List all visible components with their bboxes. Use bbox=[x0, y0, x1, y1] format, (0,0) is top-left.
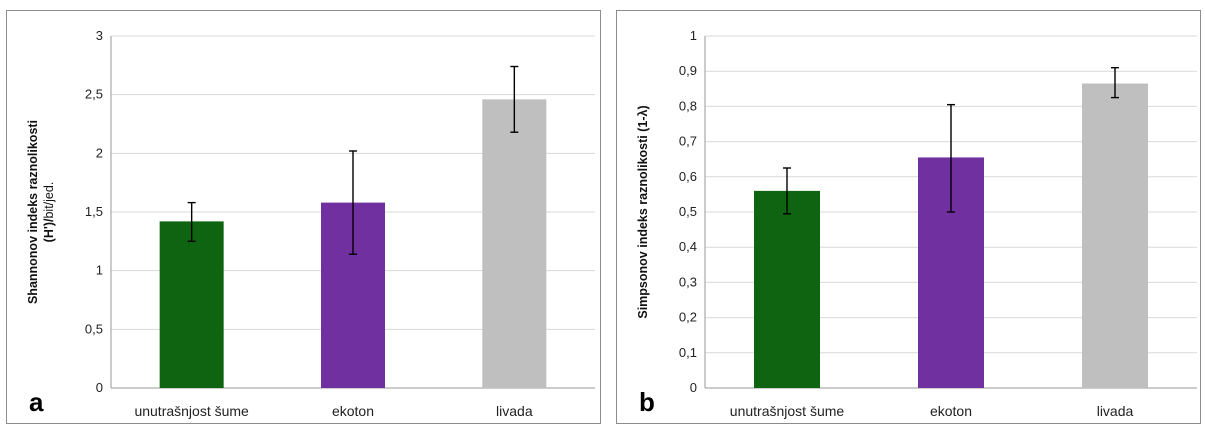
y-tick-label: 0,7 bbox=[679, 134, 697, 149]
error-bar bbox=[187, 201, 196, 243]
y-tick-label: 0,5 bbox=[85, 321, 103, 336]
y-tick-label: 0,8 bbox=[679, 98, 697, 113]
error-bar bbox=[510, 65, 519, 133]
y-axis-title-line2: (H')/bit/jed. bbox=[42, 182, 56, 243]
y-axis-title-line1: Shannonov indeks raznolikosti bbox=[26, 120, 40, 304]
error-bar bbox=[947, 103, 955, 213]
y-tick-label: 0,6 bbox=[679, 169, 697, 184]
y-tick-label: 0,1 bbox=[679, 345, 697, 360]
y-tick-label: 1 bbox=[690, 28, 697, 43]
category-label: unutrašnjost šume bbox=[134, 403, 249, 419]
y-tick-label: 2 bbox=[96, 145, 103, 160]
panel-letter: a bbox=[29, 387, 44, 417]
y-tick-label: 0,3 bbox=[679, 274, 697, 289]
y-tick-label: 0 bbox=[690, 380, 697, 395]
category-label: livada bbox=[1097, 403, 1134, 419]
panel-letter: b bbox=[639, 387, 655, 417]
category-label: ekoton bbox=[332, 403, 374, 419]
y-tick-label: 0 bbox=[96, 380, 103, 395]
y-tick-label: 0,5 bbox=[679, 204, 697, 219]
bar bbox=[159, 221, 224, 388]
category-label: unutrašnjost šume bbox=[730, 403, 845, 419]
shannon-chart: 0 0,5 1 1,5 2 2,5 3 unutrašnjost šume ekoton liva… bbox=[26, 28, 595, 419]
error-bar bbox=[349, 150, 357, 255]
category-label: ekoton bbox=[930, 403, 972, 419]
y-tick-label: 0,9 bbox=[679, 63, 697, 78]
category-label: livada bbox=[496, 403, 533, 419]
y-axis-title: Simpsonov indeks raznolikosti (1-λ) bbox=[636, 105, 650, 318]
y-tick-label: 1,5 bbox=[85, 204, 103, 219]
bar bbox=[1082, 83, 1148, 389]
chart-panel-b: 0 0,1 0,2 0,3 0,4 0,5 0,6 0,7 0,8 0,9 1 unutrašnjos… bbox=[616, 10, 1201, 424]
simpson-chart: 0 0,1 0,2 0,3 0,4 0,5 0,6 0,7 0,8 0,9 1 unutrašnjos… bbox=[636, 28, 1197, 419]
y-tick-label: 2,5 bbox=[85, 87, 103, 102]
chart-panel-a: 0 0,5 1 1,5 2 2,5 3 unutrašnjost šume ekoton liva… bbox=[6, 10, 601, 424]
bar bbox=[482, 99, 547, 389]
y-tick-label: 0,4 bbox=[679, 239, 697, 254]
y-tick-label: 1 bbox=[96, 263, 103, 278]
y-tick-label: 0,2 bbox=[679, 310, 697, 325]
y-tick-label: 3 bbox=[96, 28, 103, 43]
error-bar bbox=[1111, 66, 1119, 99]
error-bar bbox=[783, 167, 791, 215]
bar bbox=[754, 190, 820, 388]
